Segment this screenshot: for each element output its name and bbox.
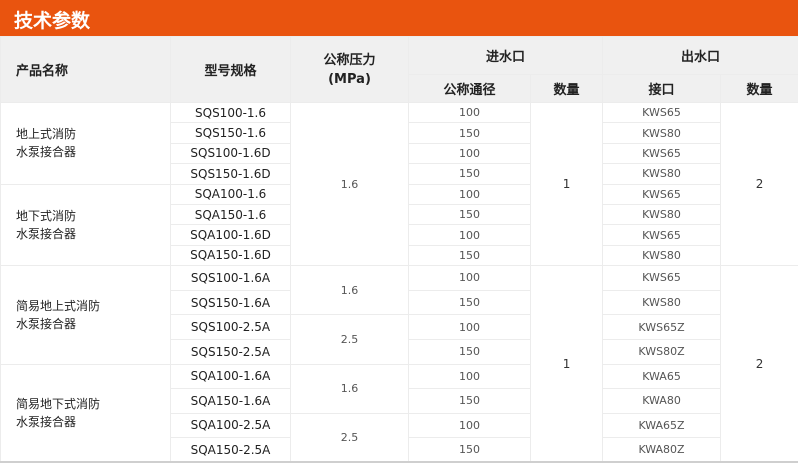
inlet-diameter: 100 — [408, 363, 531, 390]
header-outlet-port: 接口 — [602, 74, 722, 103]
inlet-diameter: 100 — [408, 142, 531, 165]
model-spec: SQS100-1.6A — [170, 265, 291, 291]
table-row: SQA100-1.6D 100 KWS65 — [1, 224, 798, 246]
model-spec: SQA150-1.6D — [170, 244, 291, 267]
outlet-port: KWA80Z — [602, 437, 722, 464]
outlet-port: KWS80Z — [602, 338, 722, 365]
product-name: 地上式消防 水泵接合器 — [0, 102, 171, 185]
model-spec: SQS100-2.5A — [170, 314, 291, 340]
table-row: SQS150-1.6A 150 KWS80 — [1, 289, 798, 316]
outlet-quantity: 2 — [720, 265, 798, 464]
inlet-diameter: 150 — [408, 122, 531, 144]
inlet-diameter: 150 — [408, 437, 531, 464]
outlet-port: KWS80 — [602, 163, 722, 185]
inlet-diameter: 150 — [408, 289, 531, 316]
inlet-diameter: 100 — [408, 224, 531, 246]
inlet-diameter: 150 — [408, 163, 531, 185]
inlet-diameter: 100 — [408, 265, 531, 291]
outlet-port: KWS65 — [602, 265, 722, 291]
model-spec: SQA100-2.5A — [170, 412, 291, 439]
header-outlet: 出水口 — [602, 36, 798, 75]
outlet-port: KWS80 — [602, 122, 722, 144]
table-row: SQA150-1.6 150 KWS80 — [1, 203, 798, 226]
outlet-port: KWS65 — [602, 183, 722, 205]
inlet-diameter: 150 — [408, 338, 531, 365]
outlet-port: KWS65 — [602, 142, 722, 165]
model-spec: SQA100-1.6A — [170, 363, 291, 390]
model-spec: SQA100-1.6D — [170, 224, 291, 246]
header-inlet-dn: 公称通径 — [408, 74, 531, 103]
model-spec: SQA150-1.6 — [170, 203, 291, 226]
header-inlet: 进水口 — [407, 36, 604, 75]
header-pressure: 公称压力 (MPa) — [290, 36, 409, 103]
model-spec: SQS150-1.6A — [170, 289, 291, 316]
section-title: 技术参数 — [0, 0, 798, 36]
inlet-diameter: 100 — [408, 412, 531, 439]
header-model: 型号规格 — [170, 36, 291, 103]
outlet-port: KWS65 — [602, 101, 722, 124]
header-outlet-qty: 数量 — [720, 74, 798, 103]
table-row: SQA150-2.5A 150 KWA80Z — [1, 437, 798, 464]
spec-table: 产品名称 型号规格 公称压力 (MPa) 进水口 出水口 公称通径 数量 接口 … — [0, 36, 798, 464]
table-row: SQA150-1.6D 150 KWS80 — [1, 244, 798, 267]
product-name: 简易地下式消防 水泵接合器 — [0, 363, 171, 464]
outlet-port: KWS80 — [602, 289, 722, 316]
inlet-quantity: 1 — [529, 101, 604, 267]
header-product: 产品名称 — [0, 36, 171, 103]
model-spec: SQA100-1.6 — [170, 183, 291, 205]
nominal-pressure: 1.6 — [290, 363, 409, 414]
product-name: 简易地上式消防 水泵接合器 — [0, 265, 171, 365]
model-spec: SQA150-2.5A — [170, 437, 291, 464]
model-spec: SQS150-1.6 — [170, 122, 291, 144]
outlet-port: KWA65Z — [602, 412, 722, 439]
outlet-quantity: 2 — [720, 101, 798, 267]
inlet-diameter: 100 — [408, 101, 531, 124]
nominal-pressure: 2.5 — [290, 412, 409, 464]
inlet-diameter: 150 — [408, 388, 531, 414]
table-row: SQA150-1.6A 150 KWA80 — [1, 388, 798, 414]
model-spec: SQS100-1.6 — [170, 101, 291, 124]
outlet-port: KWS65Z — [602, 314, 722, 340]
table-row: SQS100-1.6D 100 KWS65 — [1, 142, 798, 165]
inlet-diameter: 100 — [408, 183, 531, 205]
nominal-pressure: 1.6 — [290, 265, 409, 316]
inlet-diameter: 100 — [408, 314, 531, 340]
table-row: 简易地上式消防 水泵接合器 SQS100-1.6A 1.6 100 1 KWS65 2 — [0, 265, 798, 464]
outlet-port: KWS65 — [602, 224, 722, 246]
table-row: SQS100-2.5A 2.5 100 KWS65Z — [1, 314, 798, 365]
nominal-pressure: 2.5 — [290, 314, 409, 365]
inlet-diameter: 150 — [408, 244, 531, 267]
model-spec: SQS100-1.6D — [170, 142, 291, 165]
product-name: 地下式消防 水泵接合器 — [0, 183, 171, 267]
header-inlet-qty: 数量 — [529, 74, 604, 103]
table-row: SQA100-2.5A 2.5 100 KWA65Z — [1, 412, 798, 464]
model-spec: SQS150-1.6D — [170, 163, 291, 185]
outlet-port: KWA65 — [602, 363, 722, 390]
outlet-port: KWS80 — [602, 244, 722, 267]
inlet-diameter: 150 — [408, 203, 531, 226]
inlet-quantity: 1 — [529, 265, 604, 464]
table-row: 简易地下式消防 水泵接合器 SQA100-1.6A 1.6 100 KWA65 — [0, 363, 798, 464]
model-spec: SQS150-2.5A — [170, 338, 291, 365]
outlet-port: KWA80 — [602, 388, 722, 414]
table-row: 地上式消防 水泵接合器 SQS100-1.6 1.6 100 1 KWS65 2 — [0, 101, 798, 267]
model-spec: SQA150-1.6A — [170, 388, 291, 414]
outlet-port: KWS80 — [602, 203, 722, 226]
nominal-pressure: 1.6 — [290, 101, 409, 267]
